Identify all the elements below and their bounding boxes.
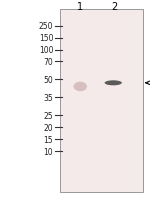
- Text: 25: 25: [44, 111, 53, 120]
- Text: 250: 250: [39, 22, 53, 31]
- Text: 20: 20: [44, 123, 53, 132]
- Ellipse shape: [105, 81, 122, 86]
- Ellipse shape: [74, 82, 87, 92]
- Text: 70: 70: [44, 58, 53, 66]
- Text: 15: 15: [44, 135, 53, 144]
- Text: 1: 1: [77, 2, 83, 12]
- Text: 35: 35: [44, 93, 53, 102]
- Text: 2: 2: [111, 2, 117, 12]
- Text: 150: 150: [39, 34, 53, 43]
- Text: 50: 50: [44, 76, 53, 84]
- Bar: [60, 10, 142, 192]
- Text: 100: 100: [39, 46, 53, 55]
- Text: 10: 10: [44, 147, 53, 156]
